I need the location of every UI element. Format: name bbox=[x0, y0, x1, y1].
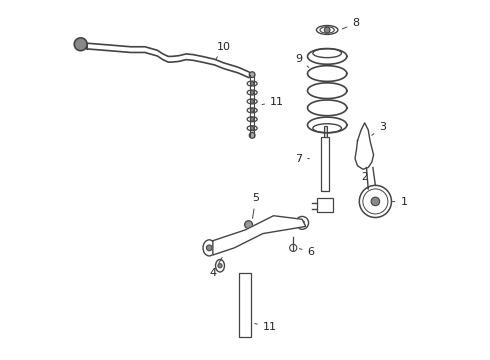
FancyBboxPatch shape bbox=[321, 137, 329, 191]
Circle shape bbox=[242, 279, 248, 285]
Bar bbox=[318, 198, 333, 212]
Circle shape bbox=[249, 132, 255, 138]
Circle shape bbox=[245, 221, 252, 229]
Text: 1: 1 bbox=[392, 197, 407, 207]
Text: 5: 5 bbox=[252, 193, 259, 218]
Circle shape bbox=[250, 117, 254, 121]
Text: 4: 4 bbox=[209, 257, 222, 278]
Circle shape bbox=[218, 264, 222, 268]
Text: 9: 9 bbox=[295, 54, 309, 68]
Circle shape bbox=[300, 220, 305, 225]
Text: 6: 6 bbox=[299, 247, 315, 257]
Circle shape bbox=[242, 325, 248, 332]
Text: 8: 8 bbox=[342, 18, 359, 29]
Circle shape bbox=[250, 91, 254, 94]
Circle shape bbox=[74, 38, 87, 51]
Polygon shape bbox=[213, 216, 306, 255]
Text: 10: 10 bbox=[216, 42, 230, 59]
Circle shape bbox=[250, 82, 254, 85]
Text: 11: 11 bbox=[262, 97, 284, 107]
Circle shape bbox=[250, 109, 254, 112]
Circle shape bbox=[324, 27, 330, 33]
Polygon shape bbox=[355, 123, 373, 169]
Bar bbox=[239, 273, 251, 337]
Text: 7: 7 bbox=[295, 154, 309, 164]
Circle shape bbox=[250, 100, 254, 103]
Bar bbox=[324, 126, 327, 137]
Circle shape bbox=[371, 197, 380, 206]
Circle shape bbox=[249, 72, 255, 77]
Circle shape bbox=[206, 245, 212, 251]
Text: 11: 11 bbox=[255, 322, 277, 332]
Text: 2: 2 bbox=[361, 172, 368, 188]
Text: 3: 3 bbox=[372, 122, 386, 135]
Circle shape bbox=[250, 126, 254, 130]
